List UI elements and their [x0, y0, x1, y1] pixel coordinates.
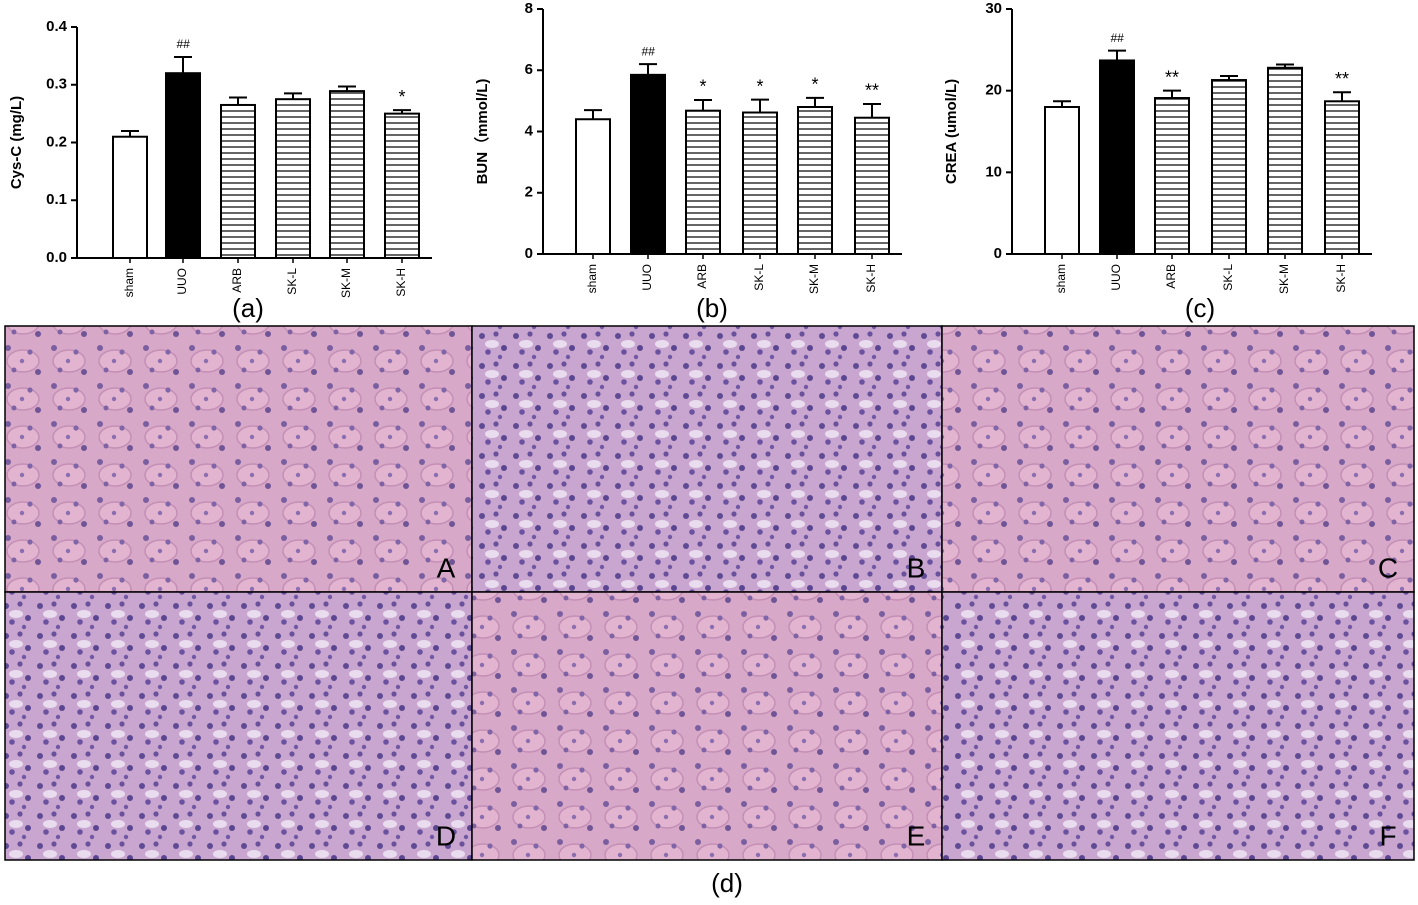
significance-label: ##	[176, 37, 190, 51]
y-tick-label: 0.3	[46, 76, 67, 93]
y-tick-label: 20	[985, 82, 1002, 99]
histology-image	[941, 591, 1415, 861]
panel-caption: (a)	[232, 293, 264, 323]
significance-label: **	[865, 81, 879, 101]
bar	[1267, 66, 1303, 255]
image-label: B	[907, 552, 926, 583]
image-label: D	[436, 820, 456, 851]
x-tick-label: SK-M	[1277, 264, 1291, 294]
x-tick-label: UUO	[640, 264, 654, 291]
x-tick-label: sham	[585, 264, 599, 293]
bar	[1044, 106, 1080, 255]
y-tick-label: 30	[985, 0, 1002, 17]
histology-image	[941, 325, 1415, 593]
panel-caption: (b)	[696, 293, 728, 323]
significance-label: *	[811, 75, 818, 95]
significance-label: **	[1335, 69, 1349, 89]
x-tick-label: SK-H	[864, 264, 878, 293]
y-tick-label: 0.4	[46, 18, 68, 35]
histology-image	[4, 591, 473, 861]
image-label: C	[1378, 552, 1398, 583]
y-axis-label: CREA (umol/L)	[943, 79, 960, 184]
significance-label: ##	[1110, 31, 1124, 45]
bar	[1099, 59, 1135, 256]
y-tick-label: 4	[525, 122, 534, 139]
x-tick-label: SK-M	[807, 264, 821, 294]
x-tick-label: SK-H	[1334, 264, 1348, 293]
y-tick-label: 0	[994, 245, 1002, 262]
significance-label: *	[398, 87, 405, 107]
histology-image	[4, 325, 473, 593]
bar	[1324, 100, 1360, 255]
x-tick-label: SK-L	[1221, 264, 1235, 291]
x-tick-label: ARB	[695, 264, 709, 289]
x-tick-label: UUO	[1109, 264, 1123, 291]
y-tick-label: 2	[525, 184, 533, 201]
bar	[742, 111, 778, 255]
x-tick-label: SK-M	[339, 268, 353, 298]
bar	[220, 103, 256, 260]
bar	[1154, 97, 1190, 256]
x-tick-label: sham	[1054, 264, 1068, 293]
x-tick-label: sham	[122, 268, 136, 297]
image-label: E	[907, 820, 926, 851]
bar	[165, 72, 201, 259]
bar	[575, 118, 611, 255]
y-axis-label: Cys-C (mg/L)	[8, 96, 25, 189]
bar	[854, 116, 890, 255]
bar	[1211, 79, 1247, 255]
y-tick-label: 0.1	[46, 191, 67, 208]
significance-label: *	[756, 76, 763, 96]
bar	[329, 90, 365, 260]
y-tick-label: 0.0	[46, 249, 67, 266]
x-tick-label: SK-L	[752, 264, 766, 291]
image-label: A	[437, 552, 456, 583]
y-axis-label: BUN（mmol/L)	[473, 79, 491, 185]
x-tick-label: ARB	[1164, 264, 1178, 289]
y-tick-label: 0	[525, 245, 533, 262]
panel-caption: (d)	[711, 868, 743, 898]
bar	[685, 109, 721, 255]
bar	[630, 73, 666, 255]
histology-image	[471, 591, 943, 861]
y-tick-label: 6	[525, 61, 533, 78]
bar	[384, 112, 420, 259]
bar	[112, 135, 148, 260]
y-tick-label: 10	[985, 163, 1002, 180]
bar	[797, 106, 833, 255]
bar	[275, 98, 311, 259]
significance-label: *	[699, 77, 706, 97]
histology-panel: A B C D E F	[4, 325, 1415, 861]
image-label: F	[1379, 820, 1396, 851]
significance-label: ##	[641, 44, 655, 58]
histology-image	[471, 325, 943, 593]
panel-caption: (c)	[1185, 293, 1215, 323]
y-tick-label: 8	[525, 0, 533, 17]
y-tick-label: 0.2	[46, 133, 67, 150]
x-tick-label: ARB	[230, 268, 244, 293]
x-tick-label: SK-L	[285, 268, 299, 295]
significance-label: **	[1165, 67, 1179, 87]
x-tick-label: UUO	[175, 268, 189, 295]
x-tick-label: SK-H	[394, 268, 408, 297]
